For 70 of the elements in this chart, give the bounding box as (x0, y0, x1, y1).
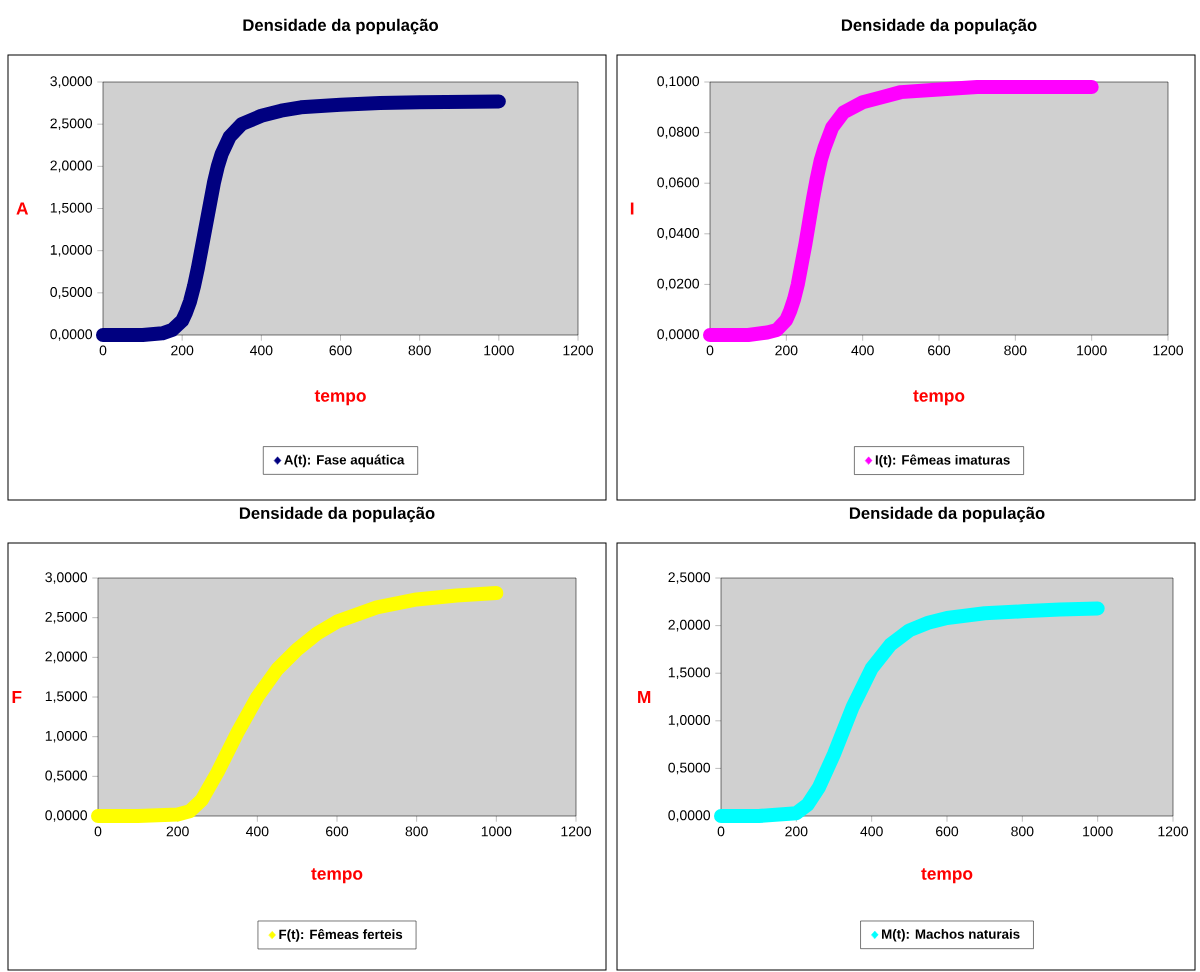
y-tick-label: 0,0000 (668, 810, 711, 822)
chart-title: Densidade da população (239, 506, 435, 523)
x-tick-label: 0 (94, 826, 102, 837)
y-tick-label: 3,0000 (50, 76, 93, 88)
y-tick-label: 0,0000 (657, 329, 700, 341)
y-tick-label: 0,5000 (45, 770, 88, 783)
y-axis-title: I (630, 202, 634, 215)
x-tick-label: 0 (706, 345, 714, 356)
y-tick-label: 0,0800 (657, 126, 700, 139)
x-tick-label: 1200 (1158, 826, 1189, 837)
y-axis-title: F (12, 691, 22, 703)
x-tick-label: 800 (1004, 345, 1027, 356)
y-tick-label: 1,5000 (45, 691, 88, 703)
x-tick-label: 400 (249, 345, 273, 356)
x-tick-label: 1000 (1077, 345, 1107, 356)
y-tick-label: 1,0000 (45, 730, 88, 743)
x-axis-title: tempo (921, 868, 973, 884)
x-tick-label: 800 (408, 345, 431, 356)
x-tick-label: 200 (785, 826, 808, 837)
x-tick-label: 600 (936, 826, 959, 837)
y-tick-label: 2,0000 (50, 160, 93, 173)
x-tick-label: 200 (171, 345, 194, 356)
y-tick-label: 2,0000 (668, 619, 711, 632)
x-tick-label: 400 (851, 345, 874, 356)
legend-label: M(t): Machos naturais (882, 929, 1020, 942)
x-tick-label: 600 (326, 826, 349, 837)
chart-title: Densidade da população (841, 18, 1037, 35)
y-tick-label: 2,5000 (50, 118, 93, 130)
legend-label: I(t): Fêmeas imaturas (875, 454, 1010, 468)
x-tick-label: 1200 (561, 826, 592, 837)
x-tick-label: 0 (99, 345, 107, 356)
chart-title: Densidade da população (849, 506, 1045, 523)
y-axis-title: M (638, 691, 651, 703)
y-tick-label: 0,0200 (657, 278, 700, 291)
y-tick-label: 1,5000 (668, 667, 711, 680)
legend-label: A(t): Fase aquática (284, 454, 405, 468)
y-axis-title: A (16, 202, 29, 215)
x-tick-label: 200 (166, 826, 189, 837)
y-tick-label: 2,0000 (45, 651, 88, 664)
y-tick-label: 1,5000 (50, 202, 93, 215)
y-tick-label: 0,0400 (657, 228, 700, 240)
y-tick-label: 2,5000 (668, 572, 711, 584)
x-tick-label: 0 (717, 826, 725, 837)
x-tick-label: 400 (860, 826, 883, 837)
x-axis-title: tempo (314, 390, 366, 406)
y-tick-label: 0,0000 (45, 810, 88, 822)
x-tick-label: 1200 (1153, 345, 1184, 356)
legend-label: F(t): Fêmeas ferteis (279, 929, 403, 942)
y-tick-label: 3,0000 (45, 572, 88, 584)
x-tick-label: 1000 (484, 345, 514, 356)
x-tick-label: 1200 (563, 345, 594, 356)
x-tick-label: 800 (405, 826, 428, 837)
y-tick-label: 1,0000 (50, 244, 93, 257)
y-tick-label: 0,0600 (657, 177, 700, 189)
chart-title: Densidade da população (243, 18, 439, 35)
x-axis-title: tempo (311, 868, 363, 884)
x-tick-label: 200 (775, 345, 798, 356)
x-tick-label: 800 (1011, 826, 1034, 837)
y-tick-label: 0,5000 (50, 287, 93, 299)
x-tick-label: 600 (928, 345, 951, 356)
y-tick-label: 0,5000 (668, 762, 711, 775)
x-tick-label: 1000 (481, 826, 512, 837)
y-tick-label: 1,0000 (668, 715, 711, 727)
x-tick-label: 1000 (1083, 826, 1113, 837)
x-tick-label: 600 (329, 345, 352, 356)
y-tick-label: 0,1000 (657, 76, 700, 88)
x-axis-title: tempo (913, 390, 965, 406)
y-tick-label: 2,5000 (45, 611, 88, 624)
x-tick-label: 400 (245, 826, 269, 837)
y-tick-label: 0,0000 (50, 329, 93, 341)
